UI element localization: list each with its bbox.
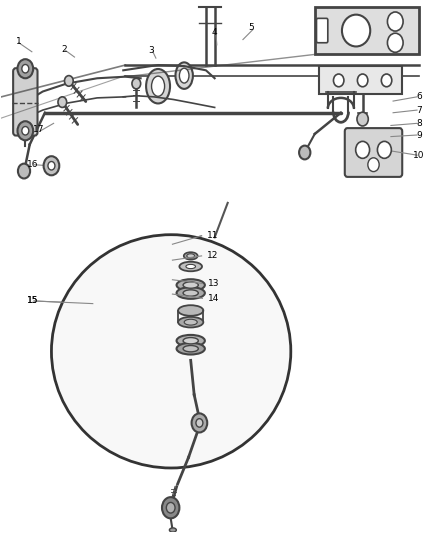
Ellipse shape [183,345,198,352]
Text: 3: 3 [148,46,155,55]
Text: 12: 12 [166,254,177,263]
Ellipse shape [176,62,193,89]
Text: 12: 12 [207,252,218,261]
Circle shape [388,12,403,31]
Circle shape [388,33,403,52]
FancyBboxPatch shape [317,18,328,43]
Ellipse shape [177,287,205,299]
Ellipse shape [184,319,197,325]
Ellipse shape [183,282,198,288]
Text: 17: 17 [33,125,44,134]
Circle shape [18,59,33,78]
Circle shape [368,158,379,172]
Text: 9: 9 [417,131,422,140]
Text: 1: 1 [16,37,21,46]
Ellipse shape [178,305,203,316]
Text: 14: 14 [208,294,219,303]
Ellipse shape [170,528,177,532]
Circle shape [44,156,59,175]
Circle shape [381,74,392,87]
Text: 5: 5 [249,23,254,33]
Circle shape [357,74,368,87]
FancyBboxPatch shape [345,128,402,177]
Circle shape [18,164,30,179]
Ellipse shape [177,279,205,291]
FancyBboxPatch shape [13,68,38,135]
FancyBboxPatch shape [315,7,419,54]
Text: 2: 2 [62,45,67,54]
Circle shape [22,126,29,135]
Text: 6: 6 [417,92,422,101]
Circle shape [22,64,29,73]
Ellipse shape [152,76,165,96]
Ellipse shape [184,252,198,260]
Ellipse shape [178,317,203,327]
Circle shape [196,419,203,427]
Ellipse shape [180,68,189,83]
Circle shape [58,97,67,108]
FancyBboxPatch shape [319,66,402,94]
Circle shape [48,161,55,170]
Text: 16: 16 [27,160,39,169]
Circle shape [132,78,141,89]
Ellipse shape [177,335,205,346]
Circle shape [378,141,391,158]
Ellipse shape [180,262,202,271]
Circle shape [356,141,370,158]
Circle shape [18,121,33,140]
Text: 14: 14 [166,288,177,297]
Text: 15: 15 [27,296,39,305]
Circle shape [357,112,368,126]
Text: 13: 13 [166,273,177,282]
Ellipse shape [146,69,170,103]
Text: 7: 7 [417,106,422,115]
Text: 10: 10 [413,151,425,160]
Text: 15: 15 [27,296,39,305]
Text: 8: 8 [417,119,422,128]
Ellipse shape [177,343,205,354]
Ellipse shape [187,254,194,258]
Text: 11: 11 [207,231,218,240]
Circle shape [191,414,207,432]
Ellipse shape [51,235,291,468]
Circle shape [162,497,180,519]
Circle shape [166,503,175,513]
Circle shape [299,146,311,159]
Text: 13: 13 [208,279,219,288]
Ellipse shape [183,337,198,344]
Ellipse shape [186,264,195,269]
Ellipse shape [342,14,370,46]
Circle shape [64,76,73,86]
Ellipse shape [183,290,198,296]
Circle shape [333,74,344,87]
Text: 11: 11 [166,238,177,247]
Text: 4: 4 [212,28,217,37]
